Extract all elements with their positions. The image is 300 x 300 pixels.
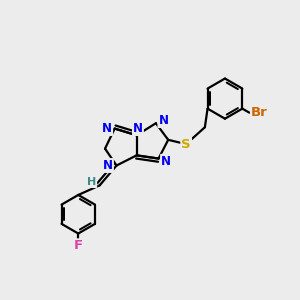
Text: S: S <box>181 138 191 151</box>
Text: N: N <box>161 155 171 168</box>
Text: N: N <box>158 114 168 127</box>
Text: F: F <box>74 239 83 252</box>
Text: N: N <box>102 122 112 135</box>
Text: H: H <box>87 177 96 187</box>
Text: Br: Br <box>251 106 268 119</box>
Text: N: N <box>103 159 113 172</box>
Text: N: N <box>133 122 143 135</box>
